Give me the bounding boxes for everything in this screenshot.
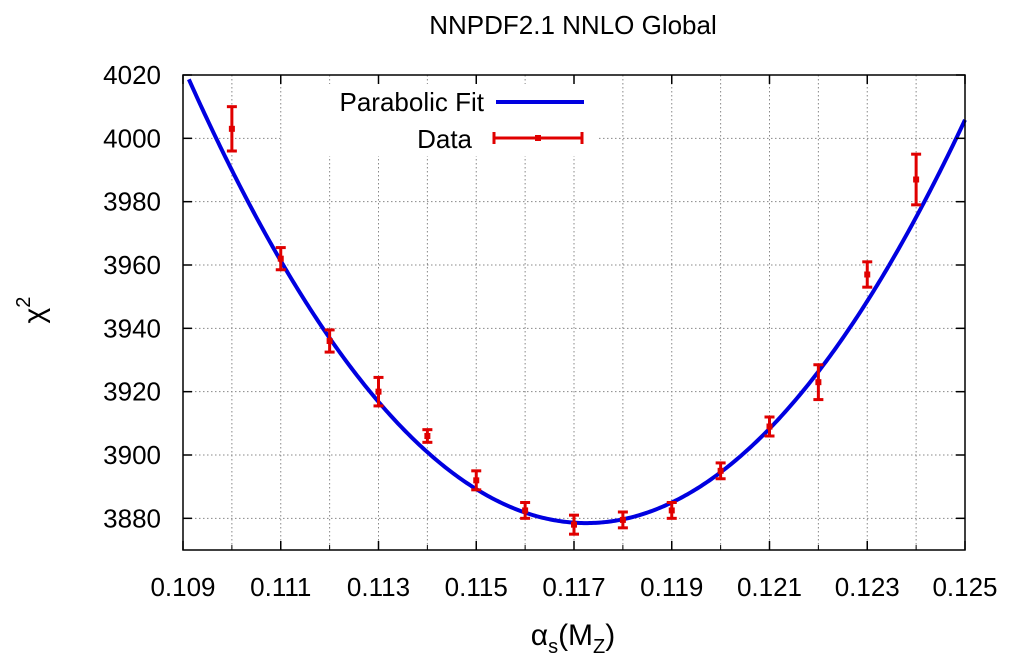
data-marker bbox=[718, 468, 724, 474]
y-tick-label: 4020 bbox=[103, 60, 161, 90]
y-tick-label: 3880 bbox=[103, 503, 161, 533]
data-marker bbox=[913, 177, 919, 183]
data-marker bbox=[229, 126, 235, 132]
y-axis-label-symbol: χ bbox=[18, 307, 51, 323]
legend-label-fit: Parabolic Fit bbox=[340, 87, 485, 117]
x-axis-label-subscript-s: s bbox=[548, 636, 558, 658]
x-tick-label: 0.117 bbox=[542, 572, 605, 602]
x-tick-label: 0.113 bbox=[347, 572, 410, 602]
x-tick-label: 0.123 bbox=[835, 572, 900, 602]
x-tick-label: 0.121 bbox=[737, 572, 802, 602]
legend: Parabolic Fit Data bbox=[282, 84, 598, 156]
x-axis-label-paren-open: (M bbox=[558, 619, 593, 652]
y-tick-label: 4000 bbox=[103, 123, 161, 153]
chart-title: NNPDF2.1 NNLO Global bbox=[429, 10, 717, 40]
data-marker bbox=[278, 256, 284, 262]
data-marker bbox=[767, 424, 773, 430]
data-marker bbox=[376, 389, 382, 395]
y-tick-label: 3940 bbox=[103, 313, 161, 343]
y-tick-label: 3900 bbox=[103, 440, 161, 470]
y-tick-label: 3960 bbox=[103, 250, 161, 280]
data-marker bbox=[620, 517, 626, 523]
x-tick-label: 0.109 bbox=[150, 572, 215, 602]
x-tick-label: 0.111 bbox=[250, 572, 311, 602]
data-marker bbox=[522, 507, 528, 513]
data-marker bbox=[864, 272, 870, 278]
data-marker bbox=[815, 379, 821, 385]
x-axis-label-symbol: α bbox=[531, 619, 548, 652]
x-axis-label-subscript-z: Z bbox=[593, 636, 605, 658]
x-tick-label: 0.119 bbox=[640, 572, 703, 602]
legend-label-data: Data bbox=[417, 124, 472, 154]
y-tick-label: 3920 bbox=[103, 377, 161, 407]
x-axis-label-paren-close: ) bbox=[605, 619, 615, 652]
x-tick-label: 0.115 bbox=[445, 572, 508, 602]
y-tick-label: 3980 bbox=[103, 187, 161, 217]
data-marker bbox=[669, 507, 675, 513]
data-marker bbox=[571, 522, 577, 528]
x-tick-label: 0.125 bbox=[932, 572, 997, 602]
y-axis-label-superscript: 2 bbox=[13, 297, 35, 308]
data-marker bbox=[327, 338, 333, 344]
data-marker bbox=[473, 477, 479, 483]
data-marker bbox=[424, 433, 430, 439]
